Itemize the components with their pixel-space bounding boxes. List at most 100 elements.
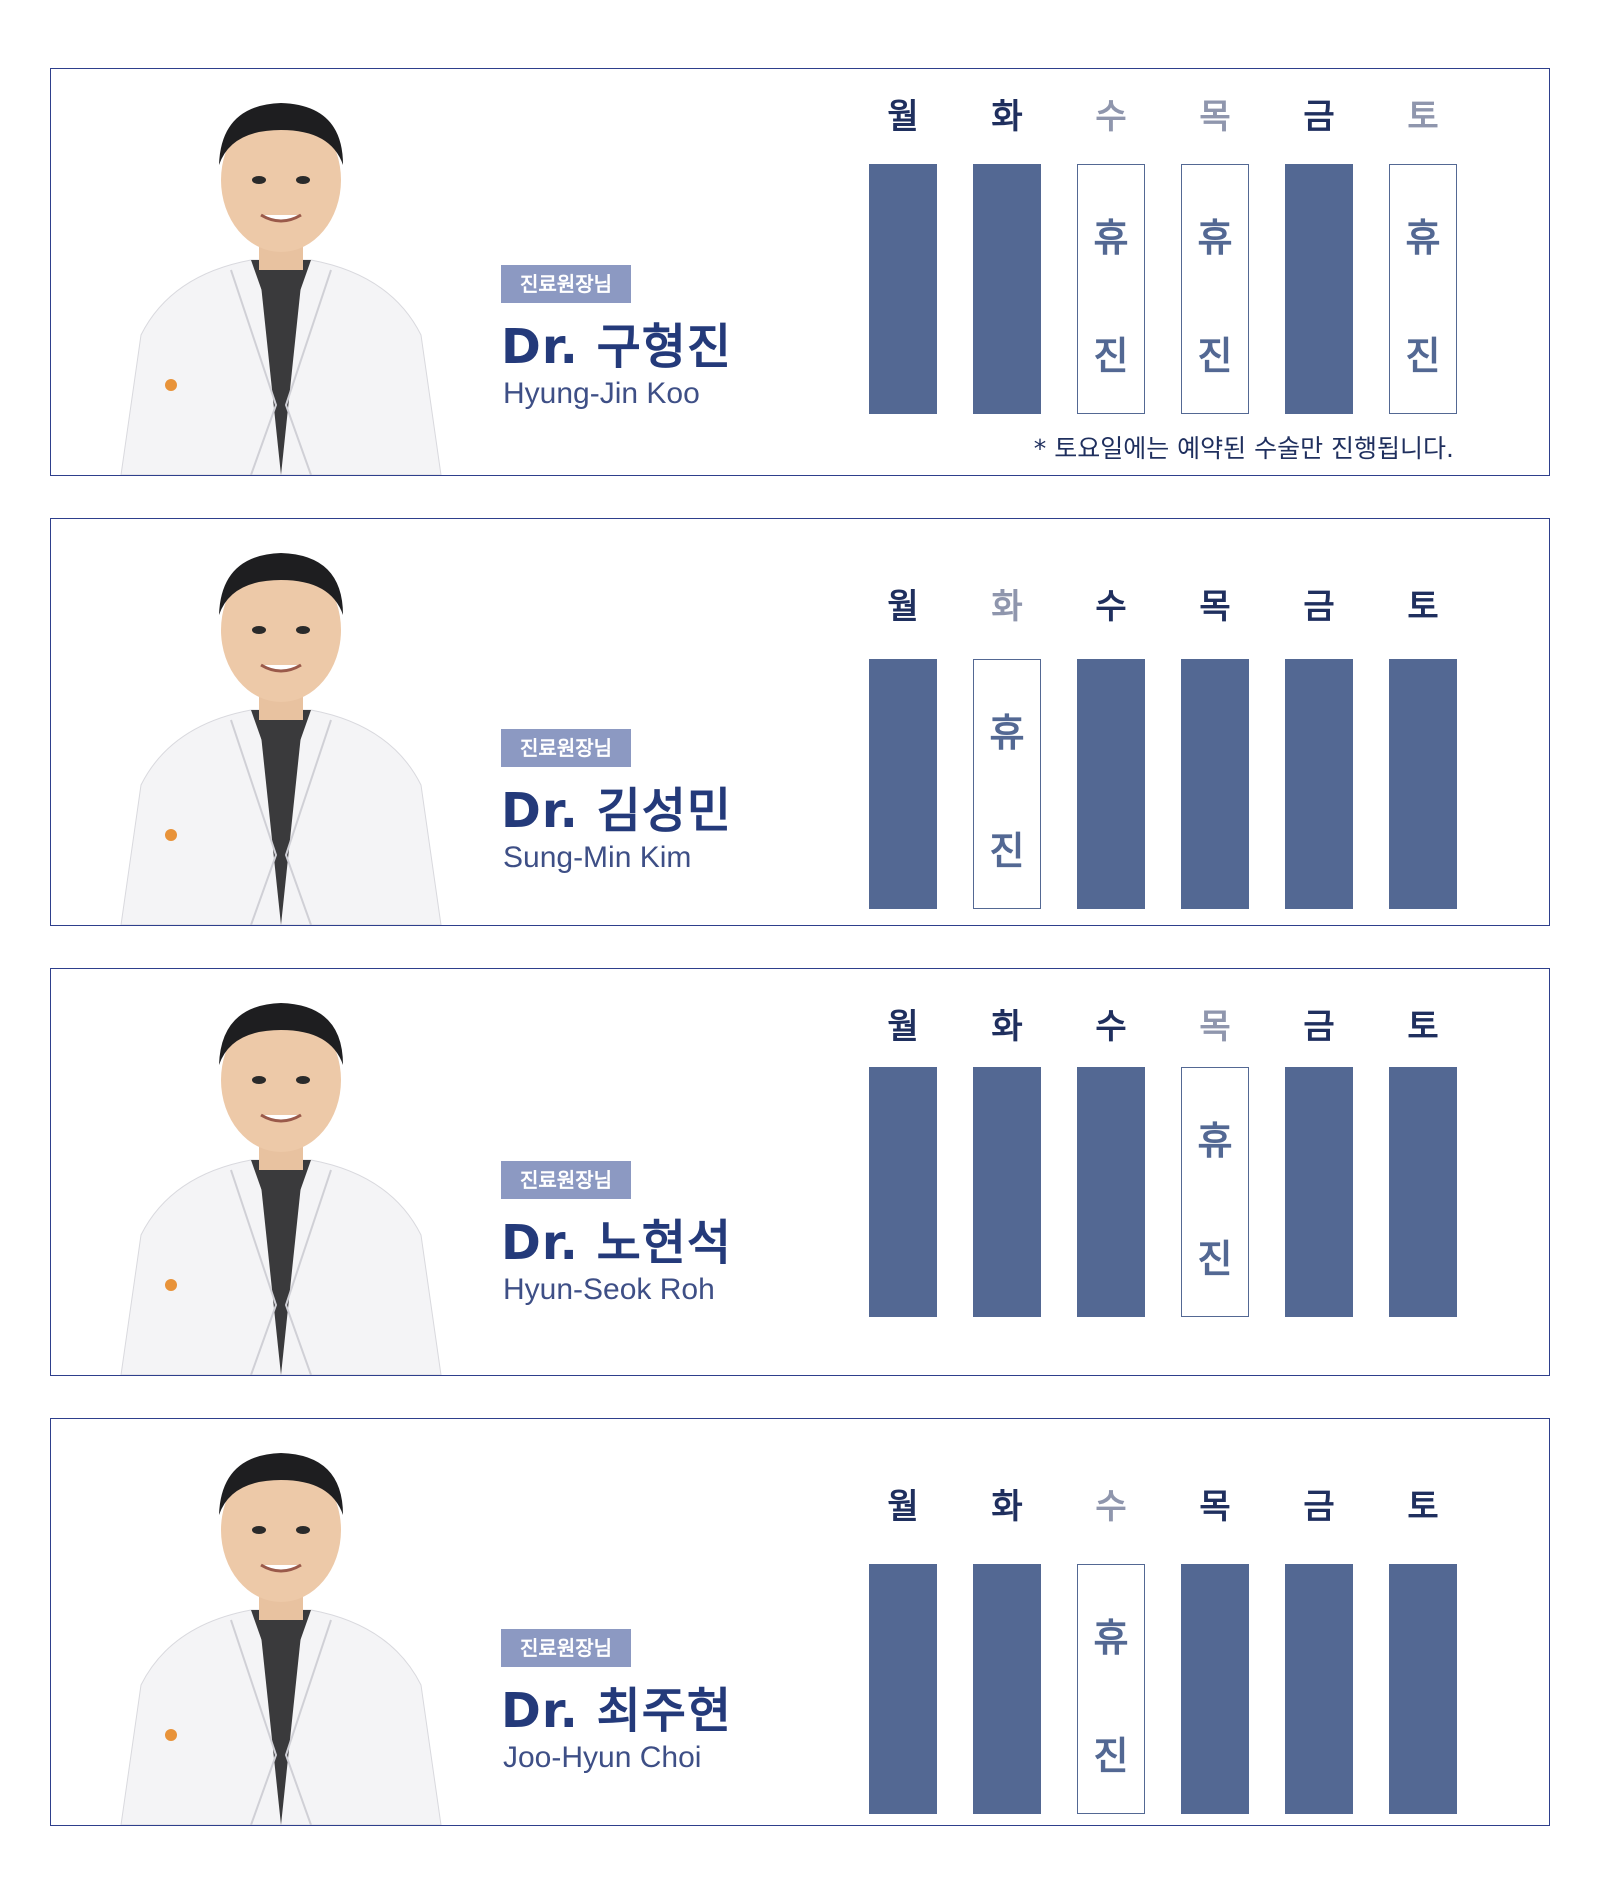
day-label: 화: [991, 1007, 1023, 1047]
portrait-illustration: [120, 1003, 442, 1375]
doctor-card: 진료원장님 Dr. 최주현 Joo-Hyun Choi 월 화 수 휴 진 목 금 토: [50, 1418, 1550, 1826]
day-column: 금: [1285, 69, 1353, 477]
day-column: 월: [869, 969, 937, 1377]
open-day-bar: [1389, 1067, 1457, 1317]
open-day-bar: [1181, 659, 1249, 909]
closed-char: 휴: [1197, 216, 1233, 260]
open-day-bar: [869, 1067, 937, 1317]
day-label: 토: [1407, 1487, 1439, 1527]
role-badge: 진료원장님: [501, 265, 631, 303]
doctor-name: Dr. 김성민: [501, 783, 733, 839]
day-label: 토: [1407, 97, 1439, 137]
open-day-bar: [869, 1564, 937, 1814]
day-label: 금: [1303, 1487, 1335, 1527]
role-badge: 진료원장님: [501, 1161, 631, 1199]
doctor-photo-koo: [111, 85, 451, 475]
open-day-bar: [973, 1067, 1041, 1317]
day-label: 토: [1407, 587, 1439, 627]
role-badge: 진료원장님: [501, 729, 631, 767]
doctor-photo-choi: [111, 1435, 451, 1825]
doctor-name: Dr. 구형진: [501, 319, 733, 375]
open-day-bar: [973, 164, 1041, 414]
open-day-bar: [869, 164, 937, 414]
day-column: 수: [1077, 969, 1145, 1377]
day-label: 목: [1199, 587, 1231, 627]
doctor-photo-roh: [111, 985, 451, 1375]
open-day-bar: [1285, 1564, 1353, 1814]
day-column: 화: [973, 69, 1041, 477]
day-column: 토: [1389, 519, 1457, 927]
day-label: 목: [1199, 1007, 1231, 1047]
open-day-bar: [1285, 1067, 1353, 1317]
doctor-photo-kim: [111, 535, 451, 925]
closed-char: 휴: [1093, 216, 1129, 260]
open-day-bar: [1389, 1564, 1457, 1814]
schedule-note: * 토요일에는 예약된 수술만 진행됩니다.: [1033, 434, 1454, 463]
day-label: 금: [1303, 97, 1335, 137]
day-column: 월: [869, 519, 937, 927]
day-label: 화: [991, 1487, 1023, 1527]
closed-char: 진: [1093, 1734, 1129, 1778]
day-label: 목: [1199, 1487, 1231, 1527]
day-label: 목: [1199, 97, 1231, 137]
portrait-illustration: [120, 1453, 442, 1825]
open-day-bar: [973, 1564, 1041, 1814]
closed-char: 진: [1197, 1237, 1233, 1281]
doctor-card: 진료원장님 Dr. 구형진 Hyung-Jin Koo 월 화 수 휴 진 목 휴 진 금 토 휴 진 * 토…: [50, 68, 1550, 476]
doctor-name: Dr. 노현석: [501, 1215, 733, 1271]
doctor-english-name: Sung-Min Kim: [503, 841, 692, 874]
portrait-illustration: [120, 103, 442, 475]
doctor-english-name: Joo-Hyun Choi: [503, 1741, 702, 1774]
doctor-english-name: Hyung-Jin Koo: [503, 377, 700, 410]
doctor-card: 진료원장님 Dr. 김성민 Sung-Min Kim 월 화 휴 진 수 목 금 토: [50, 518, 1550, 926]
day-label: 금: [1303, 587, 1335, 627]
closed-char: 진: [989, 829, 1025, 873]
open-day-bar: [1181, 1564, 1249, 1814]
closed-char: 휴: [1405, 216, 1441, 260]
day-label: 월: [887, 587, 919, 627]
day-label: 월: [887, 1007, 919, 1047]
portrait-illustration: [120, 553, 442, 925]
day-label: 화: [991, 97, 1023, 137]
day-label: 토: [1407, 1007, 1439, 1047]
day-column: 월: [869, 69, 937, 477]
closed-char: 진: [1405, 334, 1441, 378]
open-day-bar: [1389, 659, 1457, 909]
day-label: 월: [887, 97, 919, 137]
closed-char: 휴: [1093, 1616, 1129, 1660]
day-column: 금: [1285, 519, 1353, 927]
day-column: 목: [1181, 1419, 1249, 1827]
closed-char: 진: [1197, 334, 1233, 378]
doctor-name: Dr. 최주현: [501, 1683, 733, 1739]
day-label: 수: [1095, 97, 1127, 137]
day-column: 화: [973, 1419, 1041, 1827]
doctor-english-name: Hyun-Seok Roh: [503, 1273, 715, 1306]
day-label: 월: [887, 1487, 919, 1527]
closed-char: 휴: [989, 711, 1025, 755]
day-column: 금: [1285, 1419, 1353, 1827]
day-column: 화: [973, 969, 1041, 1377]
day-column: 금: [1285, 969, 1353, 1377]
open-day-bar: [1285, 659, 1353, 909]
open-day-bar: [1077, 1067, 1145, 1317]
day-column: 토: [1389, 969, 1457, 1377]
closed-char: 휴: [1197, 1119, 1233, 1163]
day-column: 수: [1077, 519, 1145, 927]
day-label: 수: [1095, 1007, 1127, 1047]
day-column: 토: [1389, 1419, 1457, 1827]
open-day-bar: [1285, 164, 1353, 414]
open-day-bar: [1077, 659, 1145, 909]
